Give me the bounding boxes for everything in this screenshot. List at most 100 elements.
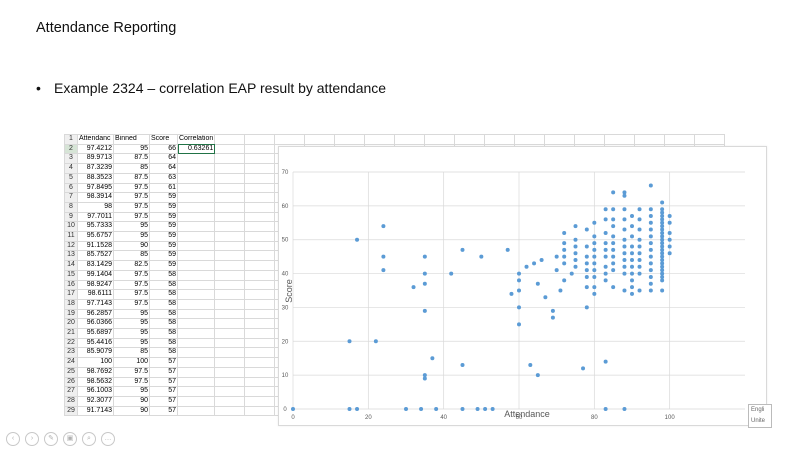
empty-cell[interactable]	[176, 328, 216, 339]
empty-cell[interactable]	[176, 260, 216, 271]
row-header[interactable]: 14	[64, 260, 78, 271]
empty-cell[interactable]	[244, 298, 276, 310]
data-cell[interactable]: 59	[149, 231, 178, 242]
language-indicator[interactable]: Engli Unite	[748, 404, 772, 428]
row-header[interactable]: 4	[64, 163, 78, 174]
empty-cell[interactable]	[176, 298, 216, 310]
data-cell[interactable]: 61	[149, 182, 178, 194]
empty-cell[interactable]	[334, 134, 366, 145]
empty-cell[interactable]	[244, 337, 276, 349]
empty-cell[interactable]	[214, 240, 246, 252]
empty-cell[interactable]	[176, 347, 216, 359]
data-cell[interactable]: 58	[149, 289, 178, 300]
data-cell[interactable]: 85	[113, 163, 150, 174]
data-cell[interactable]: 58	[149, 337, 178, 349]
empty-cell[interactable]	[214, 357, 246, 368]
empty-cell[interactable]	[244, 279, 276, 291]
data-cell[interactable]: 99.1404	[77, 269, 114, 281]
empty-cell[interactable]	[244, 221, 276, 233]
data-cell[interactable]: 95.6757	[77, 231, 114, 242]
data-cell[interactable]: 83.1429	[77, 260, 114, 271]
empty-cell[interactable]	[176, 231, 216, 242]
data-cell[interactable]: 95	[113, 328, 150, 339]
empty-cell[interactable]	[176, 221, 216, 233]
row-header[interactable]: 12	[64, 240, 78, 252]
empty-cell[interactable]	[176, 395, 216, 407]
empty-cell[interactable]	[176, 318, 216, 330]
empty-cell[interactable]	[176, 357, 216, 368]
empty-cell[interactable]	[244, 308, 276, 320]
header-cell[interactable]: Correlation	[176, 134, 216, 145]
empty-cell[interactable]	[214, 328, 246, 339]
row-header[interactable]: 15	[64, 269, 78, 281]
empty-cell[interactable]	[244, 318, 276, 330]
header-cell[interactable]: Score	[149, 134, 178, 145]
data-cell[interactable]: 85	[113, 250, 150, 262]
row-header[interactable]: 8	[64, 201, 78, 213]
empty-cell[interactable]	[214, 182, 246, 194]
empty-cell[interactable]	[244, 347, 276, 359]
data-cell[interactable]: 58	[149, 298, 178, 310]
row-header[interactable]: 21	[64, 328, 78, 339]
empty-cell[interactable]	[454, 134, 486, 145]
pen-icon[interactable]: ✎	[44, 432, 58, 446]
data-cell[interactable]: 97.5	[113, 376, 150, 388]
empty-cell[interactable]	[176, 172, 216, 184]
empty-cell[interactable]	[244, 201, 276, 213]
data-cell[interactable]: 58	[149, 318, 178, 330]
data-cell[interactable]: 95.6897	[77, 328, 114, 339]
forward-icon[interactable]: ›	[25, 432, 39, 446]
data-cell[interactable]: 88.3523	[77, 172, 114, 184]
data-cell[interactable]: 57	[149, 376, 178, 388]
data-cell[interactable]: 58	[149, 347, 178, 359]
empty-cell[interactable]	[214, 143, 246, 155]
empty-cell[interactable]	[244, 366, 276, 378]
row-header[interactable]: 19	[64, 308, 78, 320]
data-cell[interactable]: 97.8495	[77, 182, 114, 194]
slides-icon[interactable]: ▣	[63, 432, 77, 446]
correlation-cell[interactable]: 0.63261	[176, 143, 216, 155]
data-cell[interactable]: 57	[149, 395, 178, 407]
row-header[interactable]: 5	[64, 172, 78, 184]
empty-cell[interactable]	[244, 182, 276, 194]
data-cell[interactable]: 58	[149, 269, 178, 281]
empty-cell[interactable]	[214, 347, 246, 359]
row-header[interactable]: 2	[64, 143, 78, 155]
empty-cell[interactable]	[364, 134, 396, 145]
empty-cell[interactable]	[244, 192, 276, 203]
empty-cell[interactable]	[244, 163, 276, 174]
row-header[interactable]: 3	[64, 153, 78, 165]
empty-cell[interactable]	[176, 153, 216, 165]
data-cell[interactable]: 96.0366	[77, 318, 114, 330]
data-cell[interactable]: 95	[113, 143, 150, 155]
data-cell[interactable]: 96.1003	[77, 386, 114, 397]
row-header[interactable]: 9	[64, 211, 78, 223]
data-cell[interactable]: 64	[149, 163, 178, 174]
empty-cell[interactable]	[214, 172, 246, 184]
data-cell[interactable]: 97.5	[113, 289, 150, 300]
empty-cell[interactable]	[214, 211, 246, 223]
empty-cell[interactable]	[214, 395, 246, 407]
row-header[interactable]: 6	[64, 182, 78, 194]
data-cell[interactable]: 63	[149, 172, 178, 184]
empty-cell[interactable]	[214, 376, 246, 388]
header-cell[interactable]: Attendanc	[77, 134, 114, 145]
empty-cell[interactable]	[214, 337, 246, 349]
empty-cell[interactable]	[544, 134, 576, 145]
empty-cell[interactable]	[214, 260, 246, 271]
data-cell[interactable]: 95	[113, 386, 150, 397]
data-cell[interactable]: 97.5	[113, 201, 150, 213]
empty-cell[interactable]	[244, 240, 276, 252]
empty-cell[interactable]	[244, 211, 276, 223]
data-cell[interactable]: 97.7011	[77, 211, 114, 223]
empty-cell[interactable]	[176, 201, 216, 213]
empty-cell[interactable]	[214, 163, 246, 174]
empty-cell[interactable]	[176, 376, 216, 388]
empty-cell[interactable]	[176, 366, 216, 378]
data-cell[interactable]: 98.9247	[77, 279, 114, 291]
header-cell[interactable]: Binned	[113, 134, 150, 145]
data-cell[interactable]: 58	[149, 308, 178, 320]
empty-cell[interactable]	[176, 279, 216, 291]
row-header[interactable]: 22	[64, 337, 78, 349]
empty-cell[interactable]	[214, 279, 246, 291]
